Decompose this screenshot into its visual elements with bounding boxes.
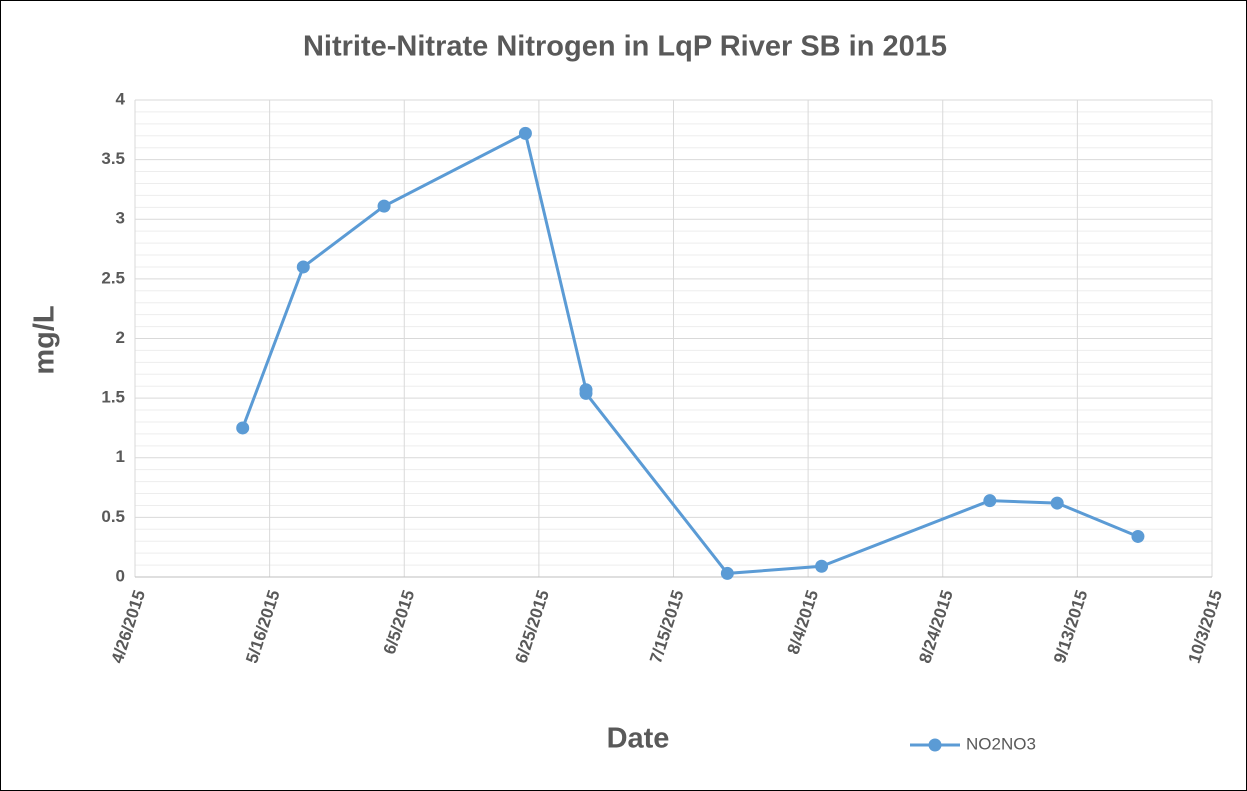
y-tick-label: 1.5 [101,388,125,407]
y-tick-label: 4 [116,89,126,108]
y-tick-label: 2.5 [101,268,125,287]
y-tick-label: 0 [116,566,125,585]
legend-marker [928,738,942,752]
chart-title: Nitrite-Nitrate Nitrogen in LqP River SB… [303,31,947,63]
data-point [236,421,250,435]
data-point [983,494,997,508]
data-point [296,260,310,274]
y-axis-label: mg/L [29,305,61,374]
y-tick-label: 3.5 [101,149,125,168]
y-tick-label: 0.5 [101,507,125,526]
data-point [377,199,391,213]
data-point [1050,496,1064,510]
x-axis-label: Date [607,723,670,755]
data-point [815,559,829,573]
data-point [720,566,734,580]
data-point [518,126,532,140]
y-tick-label: 2 [116,328,125,347]
legend-label: NO2NO3 [966,734,1036,753]
y-tick-label: 3 [116,209,125,228]
data-point [579,386,593,400]
y-tick-label: 1 [116,447,125,466]
data-point [1131,529,1145,543]
